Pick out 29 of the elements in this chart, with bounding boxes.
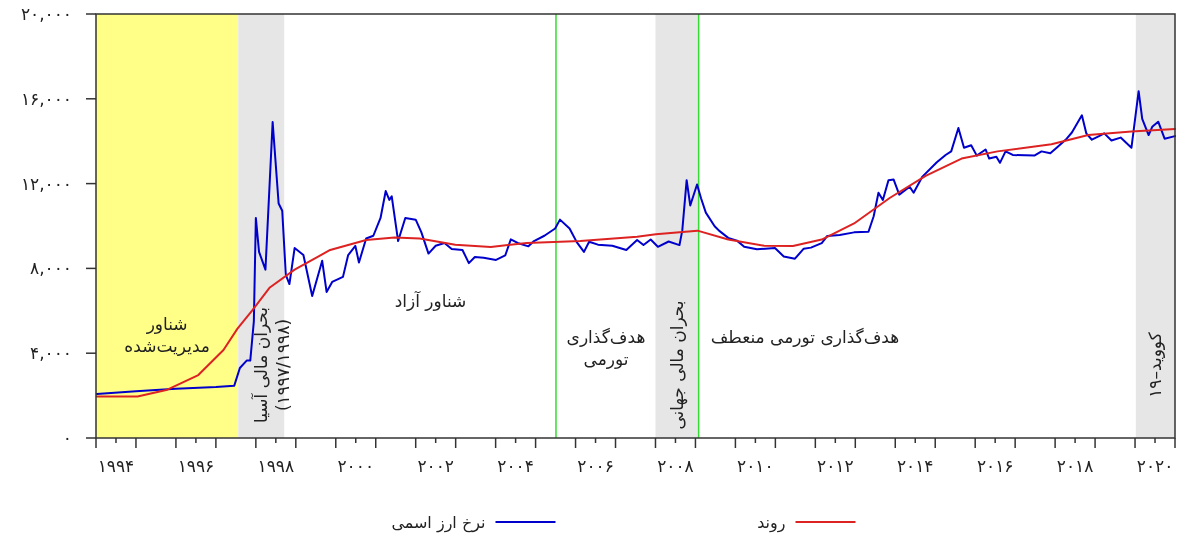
legend-label: روند: [757, 513, 786, 533]
y-tick-label: ۴,۰۰۰: [30, 343, 72, 364]
legend-label: نرخ ارز اسمی: [391, 513, 486, 533]
ref-line-label: هدف‌گذاری تورمی منعطف: [710, 327, 900, 347]
band-label: بحران مالی جهانی: [667, 300, 689, 430]
x-tick-label: ۲۰۰۲: [417, 456, 454, 476]
annotation: شناور آزاد: [394, 289, 467, 311]
x-tick-label: ۲۰۱۰: [737, 456, 774, 476]
x-tick-label: ۱۹۹۶: [177, 456, 215, 476]
x-tick-label: ۱۹۹۴: [97, 456, 135, 476]
ref-line-label: هدف‌گذاری تورمی: [566, 327, 646, 369]
x-tick-label: ۲۰۱۲: [817, 456, 854, 476]
y-tick-label: ۲۰,۰۰۰: [20, 4, 72, 24]
band-label: کووید–۱۹: [1145, 331, 1166, 398]
x-tick-label: ۲۰۱۸: [1056, 456, 1094, 476]
y-tick-label: ۸,۰۰۰: [30, 258, 72, 279]
x-tick-label: ۲۰۰۸: [657, 456, 694, 476]
x-tick-label: ۲۰۰۶: [577, 456, 614, 476]
band-label: بحران مالی آسیا (۱۹۹۷/۱۹۹۸): [250, 306, 294, 424]
y-tick-label: ۱۶,۰۰۰: [20, 88, 72, 109]
x-tick-label: ۲۰۰۰: [337, 456, 375, 476]
band-label: شناور مدیریت‌شده: [124, 314, 210, 356]
x-tick-label: ۲۰۰۴: [497, 456, 534, 476]
y-tick-label: ۱۲,۰۰۰: [20, 173, 72, 194]
x-tick-label: ۲۰۱۴: [896, 456, 934, 476]
x-tick-label: ۲۰۲۰: [1136, 456, 1174, 476]
x-tick-label: ۱۹۹۸: [257, 456, 295, 476]
y-tick-label: ۰: [62, 428, 72, 448]
x-tick-label: ۲۰۱۶: [976, 456, 1014, 476]
